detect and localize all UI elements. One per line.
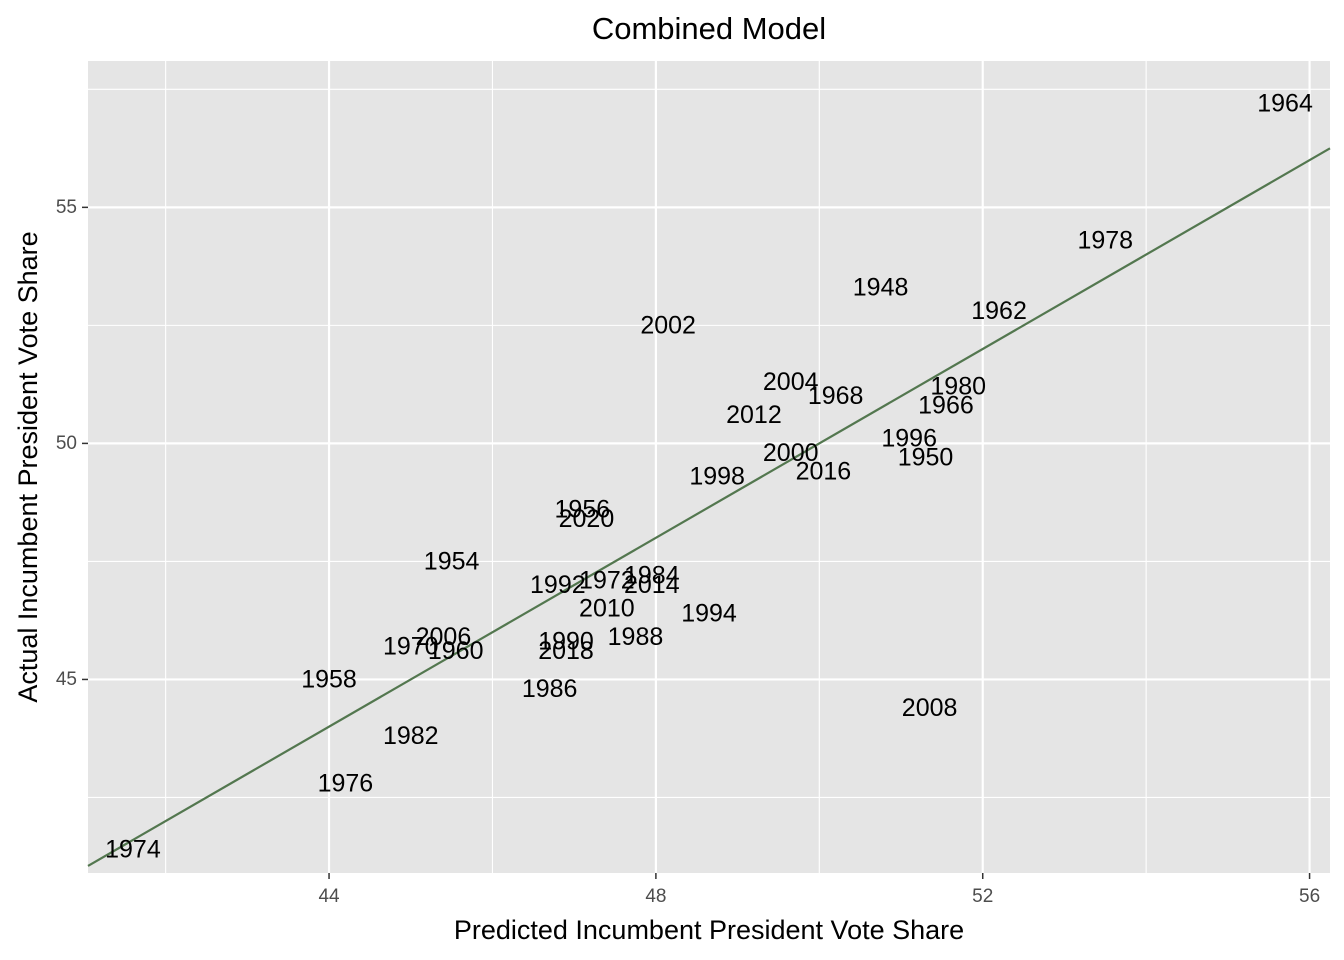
point-label-1980: 1980 — [930, 373, 986, 401]
point-label-2012: 2012 — [726, 401, 782, 429]
point-label-1984: 1984 — [624, 562, 680, 590]
point-label-1974: 1974 — [105, 835, 161, 863]
chart-title: Combined Model — [592, 11, 826, 46]
x-tick-label: 44 — [318, 886, 340, 907]
point-label-1992: 1992 — [530, 571, 586, 599]
x-tick-label: 48 — [645, 886, 666, 907]
grid-major — [88, 61, 1330, 873]
point-label-1988: 1988 — [608, 623, 664, 651]
point-label-2014: 2014 — [624, 571, 680, 599]
point-label-1986: 1986 — [522, 675, 578, 703]
fit-line — [87, 147, 1331, 867]
point-label-1978: 1978 — [1077, 226, 1133, 254]
point-label-1966: 1966 — [918, 392, 974, 420]
point-label-2020: 2020 — [559, 505, 615, 533]
point-label-2000: 2000 — [763, 439, 819, 467]
point-label-1970: 1970 — [383, 632, 439, 660]
y-tick-label: 45 — [56, 669, 77, 690]
point-label-1982: 1982 — [383, 722, 439, 750]
point-labels: 1948 1950 1954 1956 1958 1960 1962 1964 1966 1968… — [105, 89, 1313, 863]
point-label-1994: 1994 — [681, 599, 737, 627]
x-tick-label: 56 — [1299, 886, 1320, 907]
point-label-1976: 1976 — [318, 769, 374, 797]
point-label-2018: 2018 — [538, 637, 594, 665]
y-tick-label: 55 — [56, 197, 77, 218]
point-label-2016: 2016 — [796, 458, 852, 486]
y-tick-label: 50 — [56, 433, 77, 454]
point-label-1968: 1968 — [808, 382, 864, 410]
point-label-1954: 1954 — [424, 547, 480, 575]
plot-panel — [88, 61, 1330, 873]
point-label-2010: 2010 — [579, 595, 635, 623]
point-label-1990: 1990 — [538, 628, 594, 656]
point-label-1962: 1962 — [971, 297, 1027, 325]
grid-minor — [88, 61, 1330, 873]
point-label-1998: 1998 — [689, 462, 745, 490]
y-axis-title: Actual Incumbent President Vote Share — [13, 231, 43, 702]
point-label-1972: 1972 — [579, 566, 635, 594]
x-axis-title: Predicted Incumbent President Vote Share — [454, 915, 964, 945]
point-label-2006: 2006 — [416, 623, 472, 651]
x-tick-label: 52 — [972, 886, 993, 907]
point-label-2004: 2004 — [763, 368, 819, 396]
point-label-2002: 2002 — [640, 311, 696, 339]
point-label-1948: 1948 — [853, 274, 909, 302]
point-label-1950: 1950 — [898, 444, 954, 472]
point-label-1960: 1960 — [428, 637, 484, 665]
point-label-1996: 1996 — [881, 425, 937, 453]
x-axis-ticks: 44 48 52 56 — [318, 873, 1320, 907]
point-label-1958: 1958 — [301, 665, 357, 693]
point-label-1964: 1964 — [1257, 89, 1313, 117]
y-axis-ticks: 45 50 55 — [56, 197, 88, 690]
point-label-2008: 2008 — [902, 694, 958, 722]
point-label-1956: 1956 — [555, 495, 611, 523]
